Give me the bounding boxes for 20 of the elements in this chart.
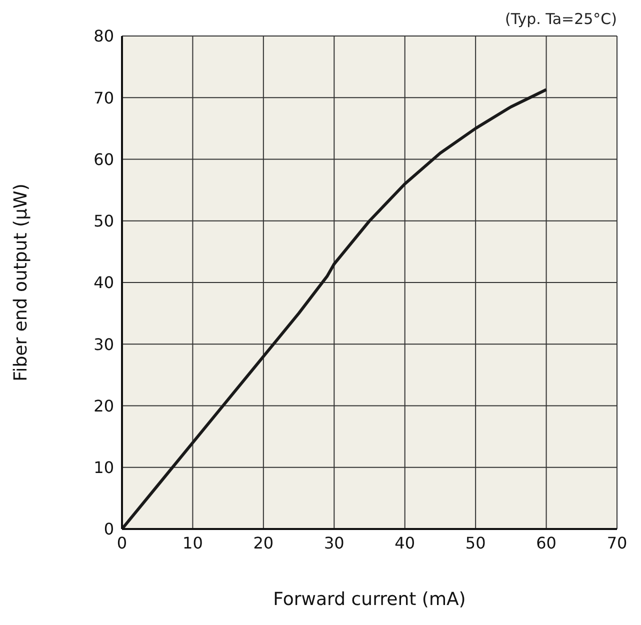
y-tick-label: 50 xyxy=(94,212,114,231)
y-axis-title: Fiber end output (μW) xyxy=(10,184,32,382)
y-tick-label: 80 xyxy=(94,26,114,46)
x-tick-label: 30 xyxy=(324,533,344,552)
y-tick-label: 10 xyxy=(94,458,114,478)
x-tick-label: 40 xyxy=(394,533,416,552)
x-tick-label: 10 xyxy=(182,533,203,552)
x-tick-label: 20 xyxy=(253,533,274,552)
y-tick-label: 40 xyxy=(94,273,114,292)
y-tick-label: 60 xyxy=(94,150,114,169)
y-tick-label: 30 xyxy=(94,334,114,354)
x-tick-label: 60 xyxy=(536,533,556,552)
x-tick-label: 50 xyxy=(465,533,486,552)
y-tick-label: 20 xyxy=(94,396,114,416)
y-tick-label: 70 xyxy=(94,88,114,108)
text: (Typ. Ta=25°C) xyxy=(505,10,617,28)
y-tick-label: 0 xyxy=(104,520,114,539)
x-tick-label: 0 xyxy=(116,533,128,552)
x-tick-label: 70 xyxy=(606,533,628,552)
x-axis-title: Forward current (mA) xyxy=(273,589,466,610)
